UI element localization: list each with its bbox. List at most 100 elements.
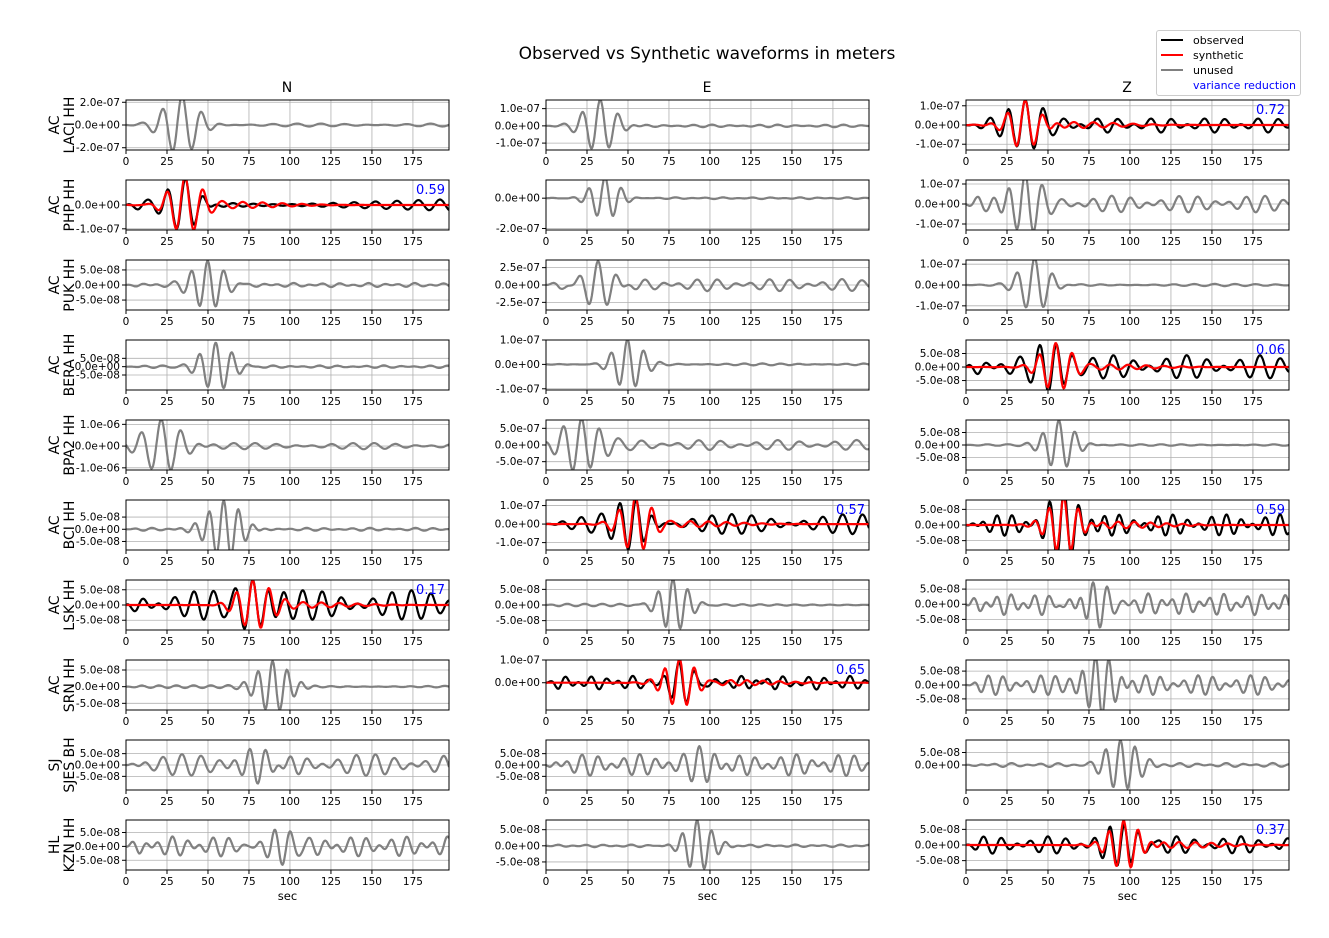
x-tick-label: 0 [123,876,130,888]
station-label-ac-lsk-hh: ACLSK HH [47,579,78,630]
x-tick-label: 100 [280,556,300,568]
unused-trace [126,747,449,785]
y-tick-label: 5.0e-08 [920,584,960,596]
x-tick-label: 150 [362,396,382,408]
station-code: BPA2 HH [62,414,78,475]
unused-trace [126,260,449,308]
x-tick-label: 175 [1243,316,1263,328]
panel-sj-sjes-bh-n: 0 25 50 75 100 125 150 175 5.0e-080.0e+00-5.0e-0… [75,739,450,808]
y-tick-label: 0.0e+00 [75,524,120,536]
x-tick-label: 25 [580,876,593,888]
x-axis-label: sec [698,889,717,903]
x-tick-label: 0 [123,716,130,728]
panel-ac-lsk-hh-z: 0 25 50 75 100 125 150 175 5.0e-08 0.0e+00 -5.0e-0… [915,579,1290,648]
x-tick-label: 125 [321,396,341,408]
x-tick-label: 125 [1161,156,1181,168]
x-tick-label: 75 [662,396,675,408]
x-tick-label: 125 [1161,796,1181,808]
x-tick-label: 0 [123,476,130,488]
x-tick-label: 0 [963,476,970,488]
x-tick-label: 175 [823,876,843,888]
x-tick-label: 50 [201,796,214,808]
x-tick-label: 25 [580,556,593,568]
station-code: PUK HH [62,258,78,311]
synthetic-trace [966,100,1289,147]
x-tick-label: 125 [741,156,761,168]
unused-trace [546,420,869,470]
y-tick-label: 2.0e-07 [80,97,120,109]
y-tick-label: 0.0e+00 [75,120,120,132]
y-tick-label: 1.0e-07 [500,103,540,115]
panel-hl-kzn-hh-z: 0 25 50 75 100 125 150 175 5.0e-08 0.0e+00 -5.0e-0… [915,819,1290,903]
legend-swatch-unused [1161,69,1183,71]
axes-frame [965,579,1290,631]
synthetic-trace [966,820,1289,869]
x-axis-label: sec [1118,889,1137,903]
x-tick-label: 50 [201,476,214,488]
x-tick-label: 75 [1082,716,1095,728]
x-tick-label: 175 [1243,556,1263,568]
station-network: AC [47,435,63,454]
x-tick-label: 150 [1202,556,1222,568]
station-label-ac-puk-hh: ACPUK HH [47,258,78,311]
x-tick-label: 75 [242,316,255,328]
variance-reduction-value: 0.06 [1256,343,1285,358]
x-axis-label: sec [278,889,297,903]
x-tick-label: 125 [321,476,341,488]
x-tick-label: 150 [1202,476,1222,488]
x-tick-label: 125 [1161,636,1181,648]
panel-ac-bci-hh-e: 0 25 50 75 100 125 150 175 1.0e-07 0.0e+00 -1.0e-0… [495,499,870,568]
x-tick-label: 125 [741,876,761,888]
y-tick-label: -1.0e-07 [916,219,960,231]
x-tick-label: 0 [543,476,550,488]
x-tick-label: 100 [1120,876,1140,888]
x-tick-label: 100 [280,476,300,488]
station-code: LACI HH [62,97,78,154]
station-label-sj-sjes-bh: SJSJES BH [47,737,78,792]
observed-trace [546,660,869,704]
station-label-ac-php-hh: ACPHP HH [47,179,78,232]
x-tick-label: 150 [362,236,382,248]
panel-ac-srn-hh-n: 0 25 50 75 100 125 150 175 5.0e-08 0.0e+00 -5.0e-0… [75,659,450,728]
x-tick-label: 0 [963,556,970,568]
x-tick-label: 100 [280,716,300,728]
y-tick-label: 0.0e+00 [495,600,540,612]
y-tick-label: 0.0e+00 [75,841,120,853]
x-tick-label: 150 [362,636,382,648]
unused-trace [966,420,1289,468]
x-tick-label: 50 [201,156,214,168]
y-tick-label: 5.0e-08 [500,824,540,836]
x-tick-label: 25 [1000,636,1013,648]
x-tick-label: 50 [201,636,214,648]
x-tick-label: 50 [201,396,214,408]
x-tick-label: 150 [782,396,802,408]
x-tick-label: 100 [700,876,720,888]
x-tick-label: 50 [621,716,634,728]
y-tick-label: 5.0e-08 [80,353,120,365]
x-tick-label: 25 [1000,316,1013,328]
x-tick-label: 175 [1243,796,1263,808]
panel-ac-bpa2-hh-z: 0 25 50 75 100 125 150 175 5.0e-080.0e+00-5.0e-0… [915,419,1290,488]
y-tick-label: 5.0e-08 [80,665,120,677]
y-tick-label: -5.0e-08 [916,452,960,464]
panel-ac-puk-hh-z: 0 25 50 75 100 125 150 175 1.0e-07 0.0e+00 -1.0e-0… [915,259,1290,328]
x-tick-label: 150 [782,876,802,888]
x-tick-label: 50 [1041,716,1054,728]
x-tick-label: 0 [123,796,130,808]
y-tick-label: 5.0e-07 [500,423,540,435]
x-tick-label: 125 [321,636,341,648]
panel-ac-bera-hh-n: 0 25 50 75 100 125 150 175 5.0e-080.0e+00-5.0e-0… [75,339,450,408]
y-tick-label: -5.0e-08 [496,615,540,627]
x-tick-label: 50 [621,476,634,488]
station-network: AC [47,515,63,534]
x-tick-label: 175 [823,636,843,648]
column-title-z: Z [1122,80,1132,96]
legend-item-unused: unused [1161,63,1233,77]
x-tick-label: 50 [201,716,214,728]
legend-swatch-observed [1161,39,1183,41]
column-title-n: N [282,80,292,96]
legend-label-variance-reduction: variance reduction [1193,78,1296,92]
x-tick-label: 125 [321,716,341,728]
axes-frame [545,339,870,391]
